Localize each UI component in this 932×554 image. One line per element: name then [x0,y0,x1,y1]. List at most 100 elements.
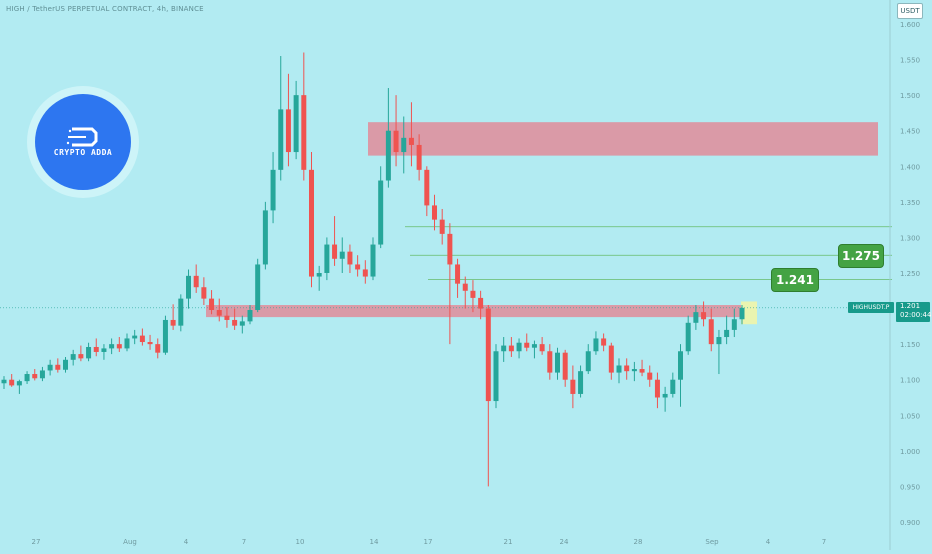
candle-body [209,298,215,310]
candle-body [332,244,338,259]
candle-body [516,342,522,352]
current-price-highlight [741,301,757,325]
time-tick-label: 4 [184,538,189,546]
candle-body [278,109,284,170]
candle-body [455,264,461,284]
time-tick-label: 27 [32,538,41,546]
candle-body [309,169,314,277]
logo-emblem-icon [66,127,98,147]
time-tick-label: 21 [504,538,513,546]
candle-body [393,130,399,153]
candle-body [585,351,591,372]
candle-body [439,219,445,234]
symbol-label: HIGHUSDT.P [848,302,894,313]
price-tick-label: 1.000 [900,448,920,456]
candle-body [270,169,276,211]
price-tick-label: 1.500 [900,92,920,100]
candle-body [139,335,145,343]
candle-body [255,264,261,310]
candle-body [78,354,84,359]
candle-body [378,180,384,245]
logo-text: CRYPTO ADDA [53,148,113,157]
candle-body [562,352,568,380]
price-tick-label: 1.600 [900,21,920,29]
candle-body [262,210,268,265]
candle-body [63,359,68,370]
candle-body [170,319,176,326]
candle-body [593,338,599,352]
time-tick-label: Aug [123,538,137,546]
candle-body [32,374,38,379]
candle-body [9,379,15,386]
candle-body [724,329,730,338]
target-badge-1275: 1.275 [838,244,884,268]
candle-body [408,137,414,145]
candle-body [47,364,53,371]
candle-body [493,351,499,402]
candle-body [101,348,107,352]
current-price-value: 1.201 [900,302,921,310]
time-tick-label: 4 [766,538,771,546]
price-tick-label: 1.400 [900,163,920,171]
candle-body [731,319,737,330]
candle-body [685,322,691,352]
candle-body [578,371,584,394]
price-tick-label: 0.950 [900,483,920,491]
candle-body [55,364,61,370]
candle-body [132,335,138,339]
price-tick-label: 1.350 [900,199,920,207]
candle-body [24,374,30,382]
time-tick-label: 10 [296,538,305,546]
time-tick-label: Sep [705,538,719,546]
candle-body [347,251,353,265]
candle-body [670,379,676,394]
candle-body [678,351,683,380]
current-price-label: 1.201 02:00:44 [896,302,931,322]
candle-body [462,283,468,291]
candle-body [285,109,291,153]
candle-body [1,379,7,384]
candle-body [739,307,745,320]
candle-body [524,342,530,348]
candle-body [485,308,491,402]
logo-badge: CRYPTO ADDA [35,94,131,190]
price-tick-label: 1.550 [900,57,920,65]
candle-body [162,319,168,353]
price-tick-label: 1.300 [900,234,920,242]
candle-body [662,393,668,398]
candle-body [70,354,76,360]
candle-body [109,344,115,349]
candle-body [155,344,161,353]
candle-body [701,312,707,320]
candle-body [370,244,376,277]
target-badge-1241: 1.241 [771,268,819,292]
candle-body [693,312,699,323]
candle-body [555,352,560,373]
candle-body [186,275,191,299]
currency-button[interactable]: USDT [897,3,923,19]
time-tick-label: 14 [370,538,379,546]
candle-body [232,319,238,326]
candle-body [624,365,630,372]
candle-body [716,337,722,345]
candle-body [124,338,130,349]
candle-body [93,346,99,352]
candle-body [570,379,576,394]
candle-body [401,137,407,153]
candle-body [608,345,614,373]
candle-body [316,273,322,277]
chart-title: HIGH / TetherUS PERPETUAL CONTRACT, 4h, … [6,5,204,13]
candle-body [432,205,437,220]
candle-body [547,351,553,373]
candle-body [16,381,22,386]
time-tick-label: 17 [424,538,433,546]
candle-body [224,315,230,320]
candle-body [616,365,622,373]
candle-body [654,379,660,398]
price-tick-label: 0.900 [900,519,920,527]
price-tick-label: 1.100 [900,377,920,385]
candle-body [631,369,637,372]
crypto-adda-logo: CRYPTO ADDA [27,86,139,198]
